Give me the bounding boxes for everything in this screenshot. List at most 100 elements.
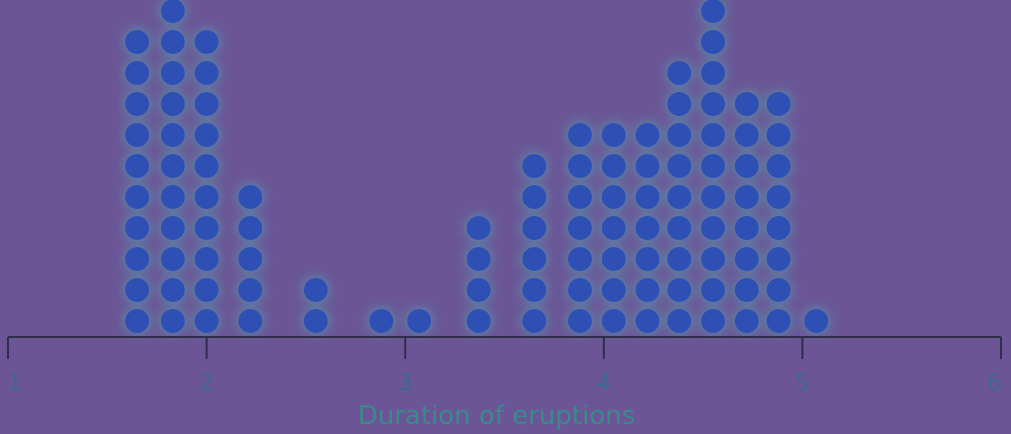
data-dot — [701, 0, 726, 23]
x-tick-label: 2 — [200, 371, 214, 396]
data-dot — [567, 154, 592, 178]
data-dot — [407, 309, 432, 333]
data-dot — [194, 216, 219, 240]
x-tick-label: 5 — [795, 371, 809, 396]
data-dot — [466, 278, 491, 302]
data-dot — [601, 123, 626, 147]
data-dot — [567, 309, 592, 333]
data-dot — [194, 309, 219, 333]
dots-layer — [125, 0, 829, 333]
data-dot — [766, 154, 791, 178]
data-dot — [766, 278, 791, 302]
data-dot — [667, 247, 692, 271]
data-dot — [522, 247, 547, 271]
x-tick-label: 6 — [987, 371, 1001, 396]
data-dot — [701, 278, 726, 302]
data-dot — [522, 216, 547, 240]
x-tick-label: 1 — [8, 371, 22, 396]
data-dot — [160, 278, 185, 302]
data-dot — [160, 0, 185, 23]
data-dot — [701, 185, 726, 209]
data-dot — [160, 247, 185, 271]
data-dot — [667, 216, 692, 240]
data-dot — [734, 309, 759, 333]
data-dot — [160, 123, 185, 147]
data-dot — [369, 309, 394, 333]
data-dot — [522, 309, 547, 333]
data-dot — [601, 278, 626, 302]
data-dot — [303, 278, 328, 302]
data-dot — [701, 123, 726, 147]
data-dot — [466, 309, 491, 333]
data-dot — [601, 185, 626, 209]
data-dot — [734, 216, 759, 240]
data-dot — [766, 185, 791, 209]
data-dot — [734, 247, 759, 271]
data-dot — [804, 309, 829, 333]
data-dot — [567, 247, 592, 271]
data-dot — [667, 123, 692, 147]
data-dot — [160, 30, 185, 54]
data-dot — [701, 61, 726, 85]
data-dot — [125, 185, 150, 209]
data-dot — [125, 247, 150, 271]
data-dot — [635, 278, 660, 302]
data-dot — [567, 185, 592, 209]
data-dot — [766, 247, 791, 271]
x-tick-label: 3 — [398, 371, 412, 396]
data-dot — [194, 123, 219, 147]
data-dot — [601, 154, 626, 178]
data-dot — [522, 154, 547, 178]
data-dot — [766, 309, 791, 333]
data-dot — [466, 216, 491, 240]
data-dot — [125, 216, 150, 240]
data-dot — [160, 185, 185, 209]
data-dot — [766, 92, 791, 116]
x-axis-ticks: 1 2 3 4 5 6 — [7, 337, 1002, 396]
data-dot — [160, 309, 185, 333]
data-dot — [701, 154, 726, 178]
data-dot — [766, 216, 791, 240]
data-dot — [160, 61, 185, 85]
data-dot — [194, 92, 219, 116]
data-dot — [734, 92, 759, 116]
data-dot — [125, 278, 150, 302]
data-dot — [701, 247, 726, 271]
data-dot — [522, 185, 547, 209]
data-dot — [522, 278, 547, 302]
data-dot — [238, 278, 263, 302]
data-dot — [238, 185, 263, 209]
data-dot — [194, 30, 219, 54]
data-dot — [238, 216, 263, 240]
data-dot — [125, 92, 150, 116]
data-dot — [667, 61, 692, 85]
data-dot — [125, 30, 150, 54]
data-dot — [160, 216, 185, 240]
data-dot — [667, 309, 692, 333]
data-dot — [635, 309, 660, 333]
data-dot — [667, 92, 692, 116]
data-dot — [125, 123, 150, 147]
data-dot — [601, 309, 626, 333]
data-dot — [635, 154, 660, 178]
data-dot — [567, 278, 592, 302]
data-dot — [125, 309, 150, 333]
data-dot — [734, 278, 759, 302]
data-dot — [601, 216, 626, 240]
data-dot — [635, 185, 660, 209]
data-dot — [667, 185, 692, 209]
data-dot — [701, 216, 726, 240]
data-dot — [160, 154, 185, 178]
data-dot — [734, 123, 759, 147]
data-dot — [701, 30, 726, 54]
data-dot — [194, 154, 219, 178]
data-dot — [466, 247, 491, 271]
data-dot — [238, 309, 263, 333]
x-axis-title: Duration of eruptions — [358, 401, 636, 431]
data-dot — [701, 309, 726, 333]
data-dot — [701, 92, 726, 116]
data-dot — [667, 278, 692, 302]
data-dot — [601, 247, 626, 271]
